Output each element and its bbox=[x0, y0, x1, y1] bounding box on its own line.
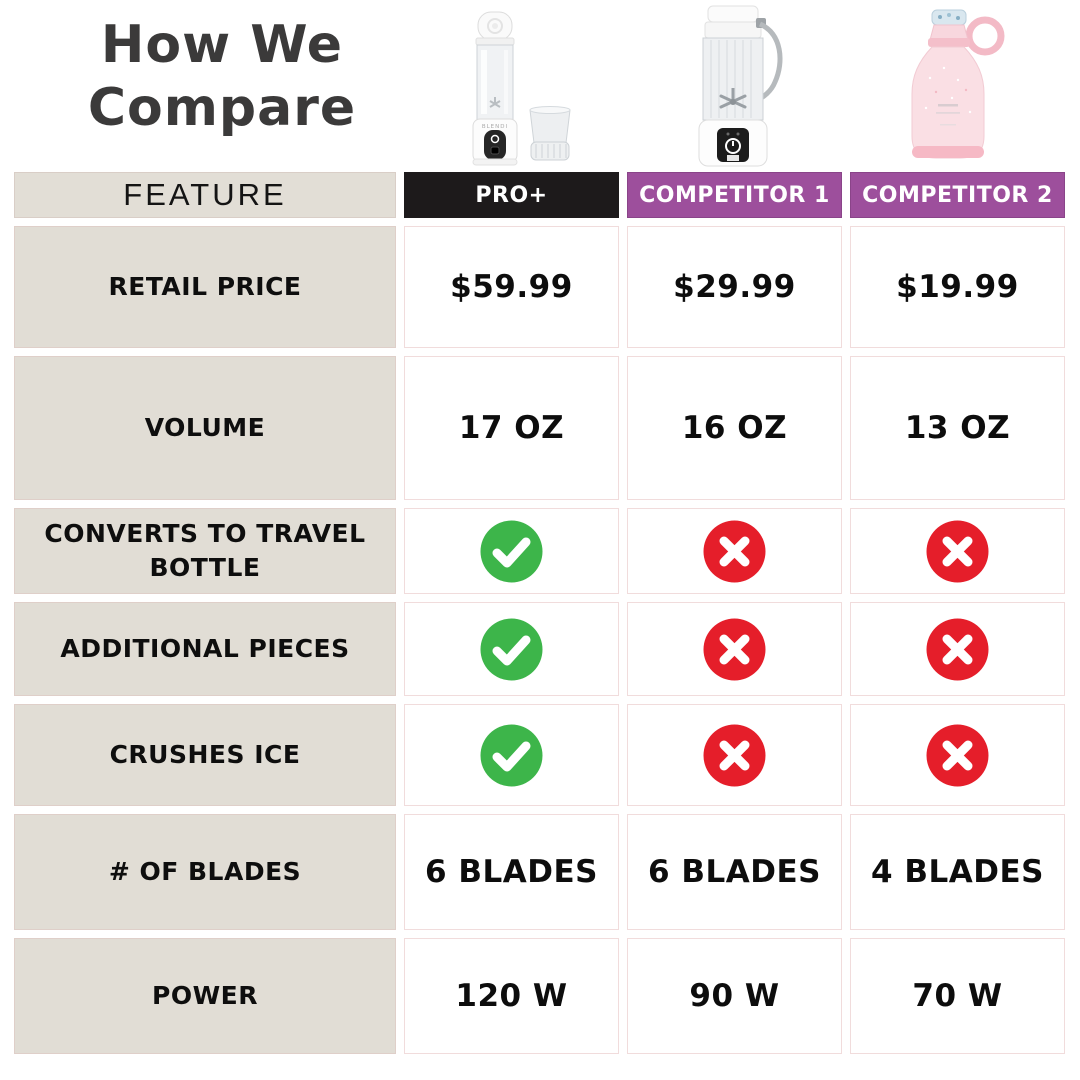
page-title: How We Compare bbox=[10, 14, 434, 141]
value-crushes-ice-pro-plus bbox=[404, 704, 619, 806]
value-power-pro-plus: 120 W bbox=[404, 938, 619, 1054]
feature-label-power: POWER bbox=[14, 938, 396, 1054]
column-header-competitor-2: COMPETITOR 2 bbox=[850, 172, 1065, 218]
title-line-1: How We bbox=[100, 15, 344, 75]
column-header-pro-plus: PRO+ bbox=[404, 172, 619, 218]
cross-icon bbox=[703, 618, 766, 680]
feature-label-retail-price: RETAIL PRICE bbox=[14, 226, 396, 348]
check-icon bbox=[480, 618, 543, 680]
product-photo-competitor-1 bbox=[658, 2, 808, 170]
value-crushes-ice-competitor-2 bbox=[850, 704, 1065, 806]
feature-label-converts-to-travel-bottle: CONVERTS TO TRAVEL BOTTLE bbox=[14, 508, 396, 594]
feature-column-header: FEATURE bbox=[14, 172, 396, 218]
value-additional-pieces-competitor-2 bbox=[850, 602, 1065, 696]
value-retail-price-competitor-2: $19.99 bbox=[850, 226, 1065, 348]
value-retail-price-pro-plus: $59.99 bbox=[404, 226, 619, 348]
value-volume-competitor-1: 16 OZ bbox=[627, 356, 842, 500]
feature-label-volume: VOLUME bbox=[14, 356, 396, 500]
comparison-table: FEATURE PRO+ COMPETITOR 1 COMPETITOR 2 R… bbox=[14, 172, 1065, 1054]
value-power-competitor-1: 90 W bbox=[627, 938, 842, 1054]
brand-text: BLENDI bbox=[482, 124, 508, 130]
value-converts-pro-plus bbox=[404, 508, 619, 594]
feature-label-additional-pieces: ADDITIONAL PIECES bbox=[14, 602, 396, 696]
feature-label-number-of-blades: # OF BLADES bbox=[14, 814, 396, 930]
cross-icon bbox=[926, 618, 989, 680]
value-crushes-ice-competitor-1 bbox=[627, 704, 842, 806]
value-additional-pieces-competitor-1 bbox=[627, 602, 842, 696]
value-blades-competitor-2: 4 BLADES bbox=[850, 814, 1065, 930]
value-blades-competitor-1: 6 BLADES bbox=[627, 814, 842, 930]
value-converts-competitor-1 bbox=[627, 508, 842, 594]
value-power-competitor-2: 70 W bbox=[850, 938, 1065, 1054]
value-converts-competitor-2 bbox=[850, 508, 1065, 594]
value-volume-pro-plus: 17 OZ bbox=[404, 356, 619, 500]
check-icon bbox=[480, 724, 543, 786]
cross-icon bbox=[703, 520, 766, 582]
value-blades-pro-plus: 6 BLADES bbox=[404, 814, 619, 930]
cross-icon bbox=[703, 724, 766, 786]
blender-pro-plus-illustration: BLENDI bbox=[472, 11, 571, 166]
cross-icon bbox=[926, 724, 989, 786]
value-volume-competitor-2: 13 OZ bbox=[850, 356, 1065, 500]
title-line-2: Compare bbox=[87, 78, 357, 139]
product-photo-pro-plus: BLENDI bbox=[438, 6, 578, 168]
cross-icon bbox=[926, 520, 989, 582]
blender-competitor-2-illustration bbox=[911, 9, 1005, 159]
product-photo-competitor-2 bbox=[886, 8, 1028, 170]
value-additional-pieces-pro-plus bbox=[404, 602, 619, 696]
feature-label-crushes-ice: CRUSHES ICE bbox=[14, 704, 396, 806]
column-header-competitor-1: COMPETITOR 1 bbox=[627, 172, 842, 218]
check-icon bbox=[480, 520, 543, 582]
blender-competitor-1-illustration bbox=[698, 5, 783, 167]
value-retail-price-competitor-1: $29.99 bbox=[627, 226, 842, 348]
